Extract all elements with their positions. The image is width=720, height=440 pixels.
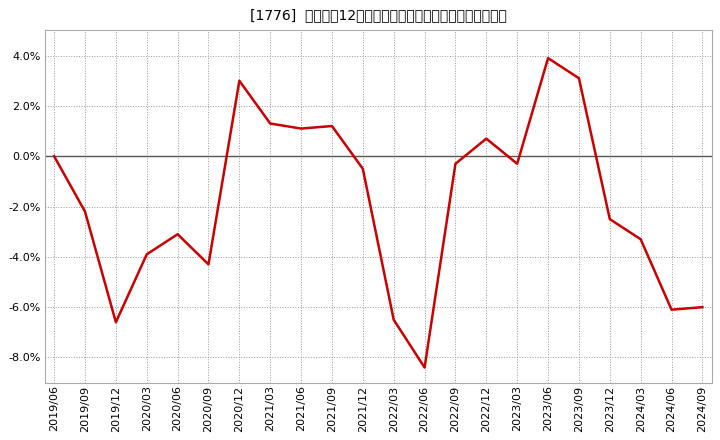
Title: [1776]  売上高の12か月移動合計の対前年同期増減率の推移: [1776] 売上高の12か月移動合計の対前年同期増減率の推移 <box>250 8 507 22</box>
